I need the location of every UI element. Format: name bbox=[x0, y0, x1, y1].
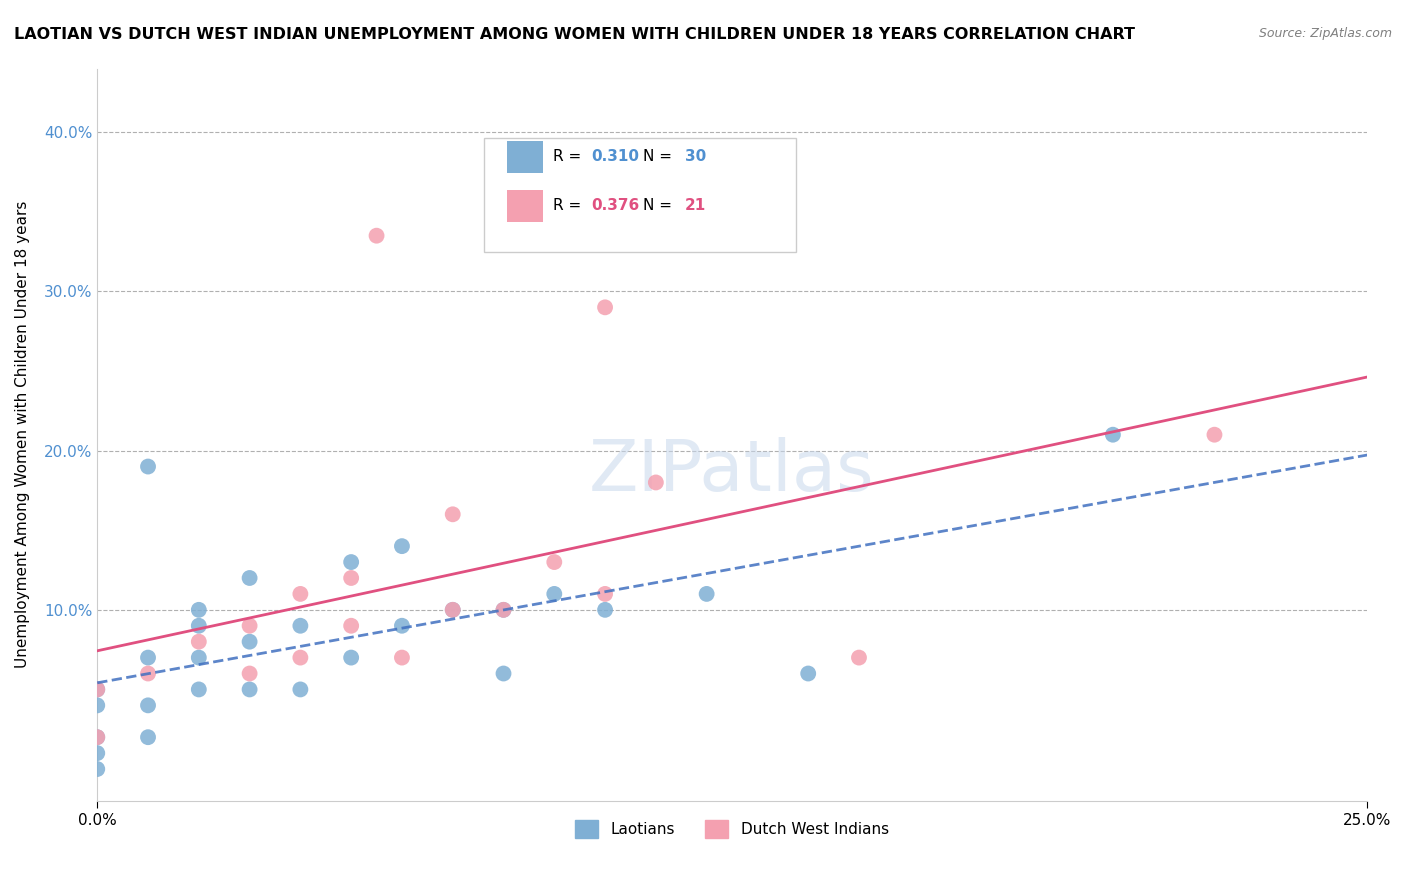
Point bbox=[290, 619, 312, 633]
Text: R =: R = bbox=[553, 149, 586, 164]
Point bbox=[696, 587, 718, 601]
Point bbox=[492, 603, 515, 617]
Text: ZIPatlas: ZIPatlas bbox=[589, 437, 875, 506]
Text: 0.310: 0.310 bbox=[591, 149, 640, 164]
Point bbox=[239, 634, 262, 648]
FancyBboxPatch shape bbox=[508, 190, 543, 222]
Point bbox=[136, 459, 159, 474]
Point bbox=[239, 571, 262, 585]
Point bbox=[290, 682, 312, 697]
Point bbox=[290, 587, 312, 601]
Point bbox=[86, 730, 108, 744]
FancyBboxPatch shape bbox=[508, 141, 543, 173]
Point bbox=[86, 682, 108, 697]
Point bbox=[441, 508, 464, 522]
Point bbox=[187, 634, 209, 648]
Text: N =: N = bbox=[643, 198, 678, 213]
Point bbox=[441, 603, 464, 617]
Point bbox=[340, 650, 363, 665]
Point bbox=[593, 603, 616, 617]
Point bbox=[187, 619, 209, 633]
Point bbox=[797, 666, 820, 681]
Point bbox=[340, 571, 363, 585]
Point bbox=[1102, 427, 1125, 442]
Point bbox=[366, 228, 388, 243]
Point bbox=[187, 682, 209, 697]
Point bbox=[391, 619, 413, 633]
Point bbox=[136, 730, 159, 744]
Text: 30: 30 bbox=[685, 149, 706, 164]
Point bbox=[239, 682, 262, 697]
Text: 21: 21 bbox=[685, 198, 706, 213]
Point bbox=[391, 539, 413, 553]
Text: N =: N = bbox=[643, 149, 678, 164]
Point bbox=[239, 619, 262, 633]
Point bbox=[187, 603, 209, 617]
Point bbox=[136, 698, 159, 713]
Text: LAOTIAN VS DUTCH WEST INDIAN UNEMPLOYMENT AMONG WOMEN WITH CHILDREN UNDER 18 YEA: LAOTIAN VS DUTCH WEST INDIAN UNEMPLOYMEN… bbox=[14, 27, 1135, 42]
Point bbox=[848, 650, 870, 665]
Point bbox=[239, 666, 262, 681]
Point bbox=[86, 682, 108, 697]
Point bbox=[543, 587, 565, 601]
Text: Source: ZipAtlas.com: Source: ZipAtlas.com bbox=[1258, 27, 1392, 40]
Point bbox=[86, 746, 108, 760]
Point bbox=[1204, 427, 1226, 442]
Point bbox=[86, 698, 108, 713]
Point bbox=[86, 730, 108, 744]
Point bbox=[391, 650, 413, 665]
Y-axis label: Unemployment Among Women with Children Under 18 years: Unemployment Among Women with Children U… bbox=[15, 201, 30, 668]
Point bbox=[136, 650, 159, 665]
Point bbox=[593, 301, 616, 315]
Text: 0.376: 0.376 bbox=[591, 198, 640, 213]
Point bbox=[644, 475, 666, 490]
Point bbox=[441, 603, 464, 617]
Text: R =: R = bbox=[553, 198, 586, 213]
Point bbox=[492, 666, 515, 681]
Point bbox=[340, 555, 363, 569]
Point bbox=[543, 555, 565, 569]
Point bbox=[86, 762, 108, 776]
Point bbox=[340, 619, 363, 633]
Point bbox=[593, 587, 616, 601]
Point bbox=[136, 666, 159, 681]
Point bbox=[492, 603, 515, 617]
FancyBboxPatch shape bbox=[485, 138, 796, 252]
Point bbox=[290, 650, 312, 665]
Point bbox=[187, 650, 209, 665]
Legend: Laotians, Dutch West Indians: Laotians, Dutch West Indians bbox=[569, 814, 894, 845]
